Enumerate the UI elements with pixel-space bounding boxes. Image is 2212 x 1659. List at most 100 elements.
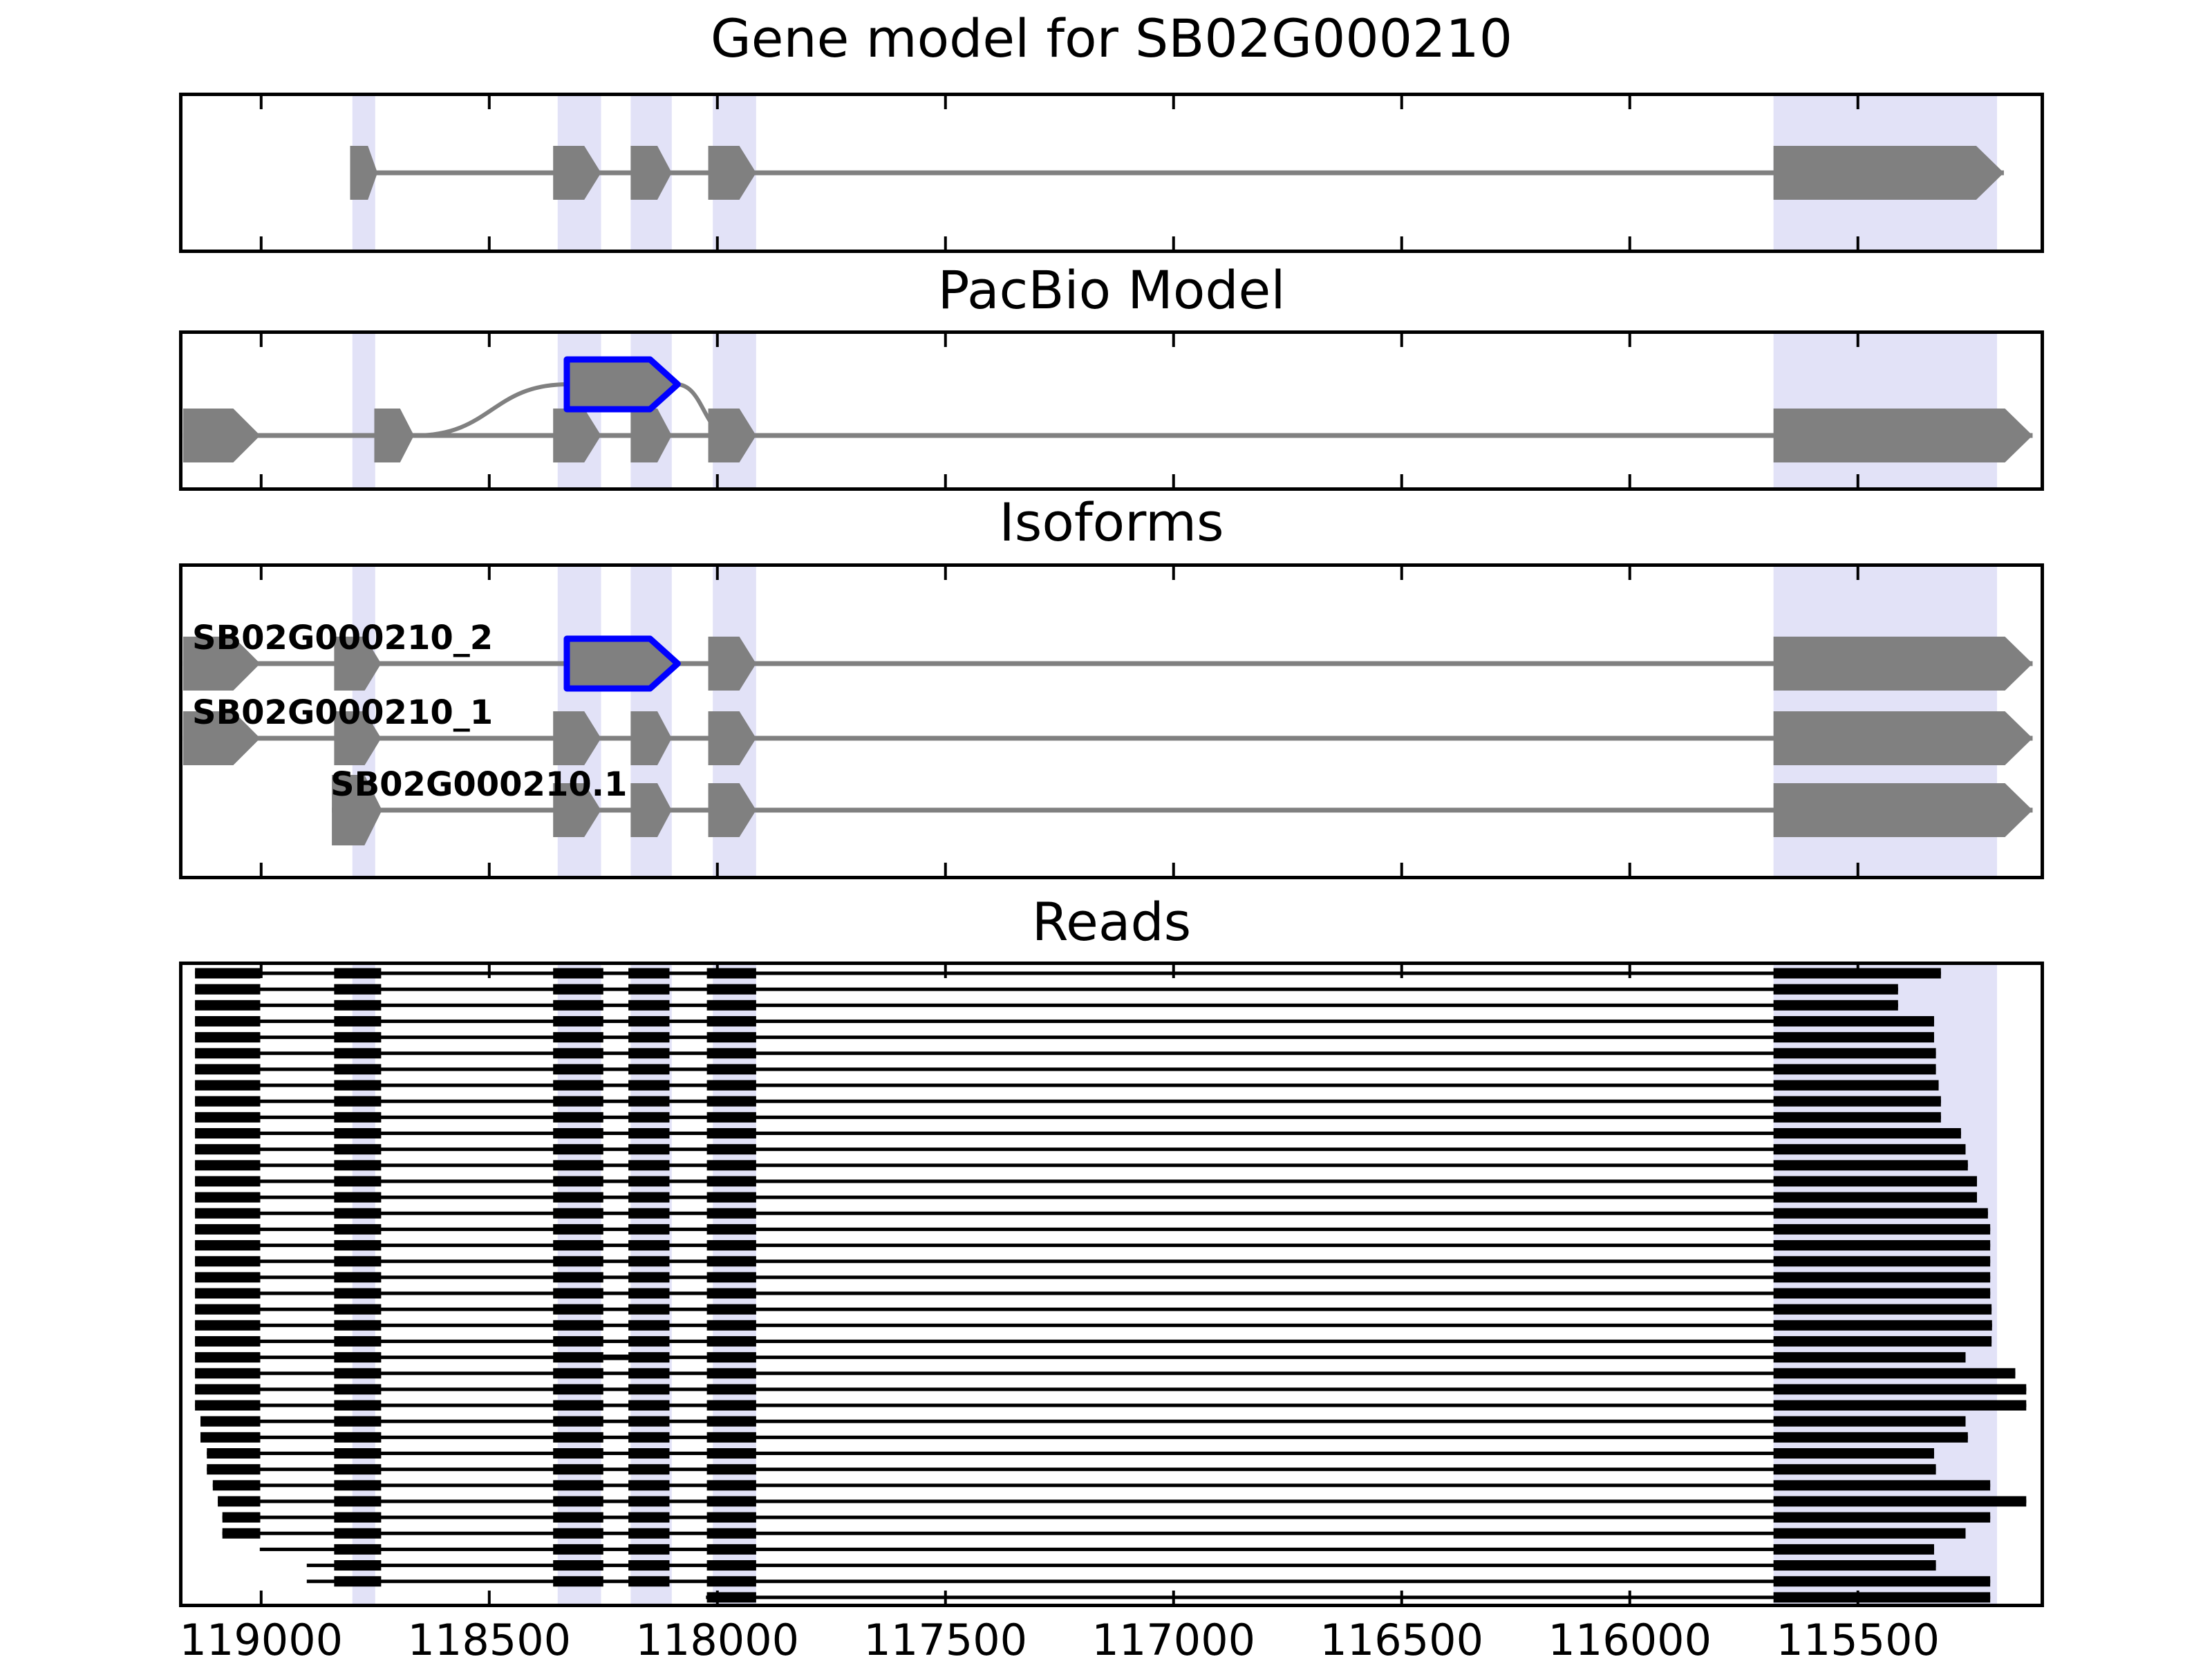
read-exon-block: [706, 1352, 756, 1363]
read-final-block: [1773, 1400, 2027, 1411]
read-exon-block: [195, 984, 261, 995]
read-exon-block: [706, 984, 756, 995]
x-tick-label: 117500: [863, 1615, 1028, 1659]
read-exon-block: [706, 1432, 756, 1443]
axis-tick-top: [487, 964, 491, 978]
read-final-block: [1773, 1528, 1966, 1539]
read-line: [195, 1132, 1961, 1135]
read-line: [195, 1227, 1991, 1231]
read-exon-block: [195, 1096, 261, 1107]
exon: [553, 146, 601, 200]
read-exon-block: [553, 968, 603, 979]
read-exon-block: [553, 1224, 603, 1235]
read-exon-block: [334, 1272, 382, 1283]
axis-tick-top: [487, 566, 491, 580]
read-line: [222, 1531, 1966, 1535]
read-exon-block: [706, 1096, 756, 1107]
read-line: [195, 1099, 1941, 1103]
read-exon-block: [195, 1160, 261, 1171]
axis-tick-top: [259, 333, 263, 347]
read-final-block: [1773, 1448, 1934, 1459]
read-final-block: [1773, 1576, 1991, 1587]
read-exon-block: [706, 1000, 756, 1011]
read-exon-block: [628, 1528, 670, 1539]
read-exon-block: [628, 1384, 670, 1395]
exon: [630, 409, 672, 462]
read-exon-block: [706, 1368, 756, 1379]
x-tick-label: 117000: [1091, 1615, 1256, 1659]
read-exon-block: [195, 1240, 261, 1251]
axis-tick-bottom: [259, 863, 263, 877]
read-line: [706, 1595, 1991, 1600]
read-exon-block: [334, 1352, 382, 1363]
read-exon-block: [334, 1112, 382, 1123]
intron-line: [182, 735, 2033, 741]
read-exon-block: [553, 1064, 603, 1075]
read-exon-block: [334, 1416, 382, 1427]
axis-tick-bottom: [259, 474, 263, 488]
read-exon-block: [628, 1320, 670, 1331]
read-final-block: [1773, 1368, 2016, 1379]
read-exon-block: [553, 1272, 603, 1283]
read-exon-block: [334, 1080, 382, 1091]
read-final-block: [1773, 1080, 1939, 1091]
axis-tick-top: [1400, 964, 1403, 978]
read-line: [195, 1163, 1968, 1168]
read-exon-block: [706, 1144, 756, 1155]
read-line: [212, 1483, 1991, 1488]
read-exon-block: [195, 968, 261, 979]
read-exon-block: [706, 1288, 756, 1299]
read-final-block: [1773, 1432, 1968, 1443]
axis-tick-top: [944, 95, 947, 109]
panel-border: [179, 962, 2044, 1607]
read-exon-block: [334, 1335, 382, 1347]
axis-tick-top: [259, 964, 263, 978]
read-final-block: [1773, 1000, 1898, 1011]
read-exon-block: [334, 1560, 382, 1571]
read-exon-block: [553, 1576, 603, 1587]
axis-tick-top: [1172, 333, 1175, 347]
read-exon-block: [706, 1304, 756, 1315]
read-line: [218, 1499, 2027, 1503]
read-exon-block: [628, 1352, 670, 1363]
read-exon-block: [334, 1544, 382, 1555]
exon: [1773, 783, 2033, 837]
read-exon-block: [195, 1176, 261, 1187]
read-exon-block: [706, 1576, 756, 1587]
read-exon-block: [628, 1368, 670, 1379]
exon: [1773, 637, 2033, 691]
axis-tick-bottom: [715, 236, 719, 250]
read-exon-block: [553, 1544, 603, 1555]
read-exon-block: [195, 1080, 261, 1091]
splice-curve: [415, 382, 568, 438]
read-exon-block: [195, 1256, 261, 1267]
read-exon-block: [334, 1496, 382, 1507]
read-exon-block: [212, 1480, 261, 1491]
exon: [630, 783, 672, 837]
axis-tick-bottom: [1172, 236, 1175, 250]
axis-tick-top: [715, 95, 719, 109]
read-line: [195, 1083, 1939, 1087]
read-exon-block: [706, 1256, 756, 1267]
read-exon-block: [200, 1416, 261, 1427]
exon: [1773, 409, 2033, 462]
read-exon-block: [628, 1240, 670, 1251]
axis-tick-top: [1628, 964, 1631, 978]
axis-tick-top: [1628, 95, 1631, 109]
read-exon-block: [553, 1240, 603, 1251]
read-exon-block: [334, 1208, 382, 1219]
read-exon-block: [334, 1464, 382, 1475]
read-exon-block: [334, 968, 382, 979]
axis-tick-bottom: [944, 474, 947, 488]
exon: [708, 637, 756, 691]
read-exon-block: [553, 1096, 603, 1107]
read-exon-block: [334, 1000, 382, 1011]
read-exon-block: [553, 1080, 603, 1091]
read-exon-block: [628, 1560, 670, 1571]
read-final-block: [1773, 1544, 1934, 1555]
read-line: [200, 1419, 1966, 1423]
read-final-block: [1773, 1256, 1991, 1267]
read-exon-block: [628, 1416, 670, 1427]
read-exon-block: [334, 1288, 382, 1299]
axis-tick-top: [1856, 333, 1859, 347]
